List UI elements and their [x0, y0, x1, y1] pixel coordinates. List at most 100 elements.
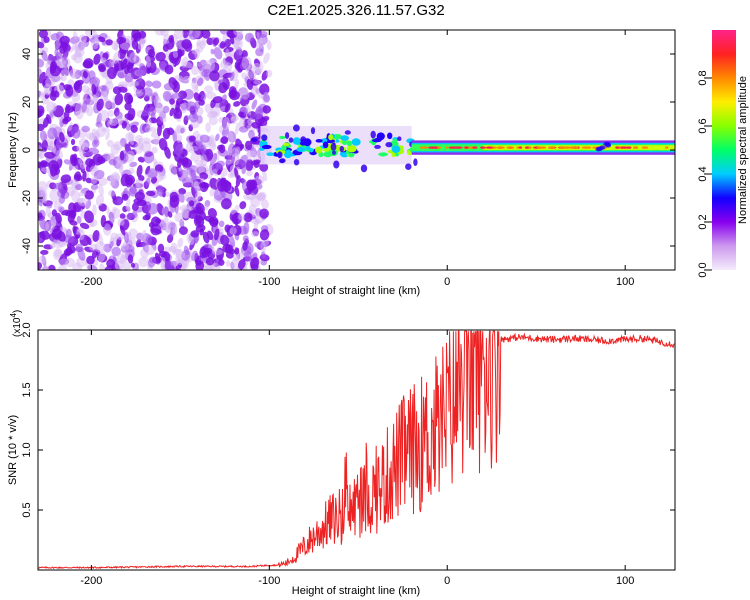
heatmap-cell	[181, 249, 191, 261]
heatmap-cell	[85, 150, 93, 157]
heatmap-cell	[114, 260, 124, 270]
heatmap-cell	[53, 90, 60, 98]
heatmap-cell	[190, 230, 200, 238]
heatmap-cell	[147, 106, 157, 117]
heatmap-cell	[68, 209, 77, 219]
spectrogram-x-ticks: -200 -100 0 100	[80, 30, 634, 288]
heatmap-cell	[151, 227, 162, 234]
heatmap-cell	[55, 212, 62, 224]
heatmap-cell	[250, 85, 260, 96]
signal-peak	[453, 146, 463, 149]
heatmap-cell	[145, 55, 152, 68]
heatmap-cell	[210, 48, 215, 55]
heatmap-cell	[228, 130, 234, 144]
signal-peak	[548, 146, 556, 149]
heatmap-cell	[74, 228, 83, 235]
heatmap-cell	[137, 75, 143, 83]
heatmap-cell	[42, 197, 48, 204]
heatmap-cell	[98, 64, 106, 73]
heatmap-cell	[242, 194, 251, 201]
heatmap-cell	[194, 191, 202, 200]
heatmap-cell	[71, 92, 81, 103]
heatmap-cell	[103, 61, 111, 68]
heatmap-cell	[113, 141, 123, 151]
heatmap-cell	[246, 151, 252, 161]
heatmap-cell	[90, 176, 98, 185]
signal-peak	[559, 146, 566, 149]
heatmap-cell	[191, 250, 198, 262]
heatmap-cell	[259, 208, 270, 219]
heatmap-cell	[128, 228, 139, 239]
heatmap-cell	[127, 237, 137, 246]
heatmap-cell	[111, 246, 121, 257]
heatmap-cell	[58, 195, 66, 204]
heatmap-cell	[46, 30, 52, 38]
heatmap-cell	[50, 60, 58, 70]
heatmap-cell	[38, 71, 46, 84]
heatmap-cell	[109, 240, 114, 249]
heatmap-cell	[117, 217, 125, 227]
heatmap-cell	[102, 223, 112, 236]
heatmap-cell	[200, 144, 207, 155]
heatmap-cell	[96, 98, 104, 112]
heatmap-cell	[208, 142, 217, 151]
heatmap-cell	[120, 243, 130, 251]
heatmap-cell	[248, 130, 255, 140]
heatmap-cell	[65, 246, 72, 257]
heatmap-cell	[130, 262, 136, 268]
x-tick-label: 0	[444, 276, 450, 288]
heatmap-cell	[81, 100, 88, 113]
heatmap-cell	[262, 105, 271, 114]
heatmap-cell	[224, 62, 233, 72]
signal-blob	[346, 140, 353, 146]
heatmap-cell	[38, 262, 43, 270]
heatmap-cell	[62, 118, 69, 125]
heatmap-cell	[239, 154, 249, 167]
heatmap-cell	[43, 265, 50, 270]
heatmap-cell	[147, 168, 158, 179]
heatmap-cell	[234, 247, 240, 255]
heatmap-cell	[157, 243, 165, 253]
heatmap-cell	[106, 139, 114, 148]
heatmap-cell	[84, 190, 94, 200]
heatmap-cell	[119, 150, 125, 161]
signal-peak	[569, 146, 576, 149]
heatmap-cell	[225, 260, 231, 267]
heatmap-cell	[256, 31, 263, 44]
heatmap-cell	[246, 180, 256, 192]
heatmap-cell	[199, 134, 211, 143]
heatmap-cell	[246, 78, 253, 90]
snr-panel: -200 -100 0 100 0.5 1.0 1.5 2.0 Height of stra…	[7, 310, 676, 597]
signal-peak	[518, 146, 523, 149]
heatmap-cell	[100, 215, 107, 228]
heatmap-cell	[164, 222, 172, 233]
heatmap-cell	[224, 103, 231, 113]
signal-blob	[360, 164, 368, 173]
heatmap-cell	[82, 60, 93, 69]
snr-background	[38, 330, 675, 570]
heatmap-cell	[131, 38, 139, 50]
heatmap-cell	[208, 137, 215, 144]
signal-blob	[339, 145, 344, 153]
heatmap-cell	[260, 199, 269, 209]
heatmap-cell	[169, 195, 180, 208]
signal-peak	[480, 146, 486, 149]
heatmap-cell	[135, 69, 146, 75]
heatmap-cell	[253, 79, 261, 85]
heatmap-cell	[174, 143, 184, 157]
signal-blob	[296, 147, 306, 152]
signal-blob	[309, 148, 314, 153]
heatmap-cell	[219, 40, 226, 49]
heatmap-cell	[229, 90, 240, 101]
heatmap-cell	[251, 121, 260, 129]
signal-blob	[277, 151, 283, 159]
signal-peak	[528, 146, 532, 149]
heatmap-cell	[225, 48, 230, 57]
heatmap-cell	[251, 99, 258, 110]
heatmap-cell	[106, 258, 116, 268]
heatmap-cell	[127, 108, 136, 121]
heatmap-cell	[105, 131, 110, 141]
heatmap-cell	[99, 263, 106, 270]
colorbar-tick-label: 0.8	[697, 70, 709, 85]
heatmap-cell	[38, 58, 45, 68]
